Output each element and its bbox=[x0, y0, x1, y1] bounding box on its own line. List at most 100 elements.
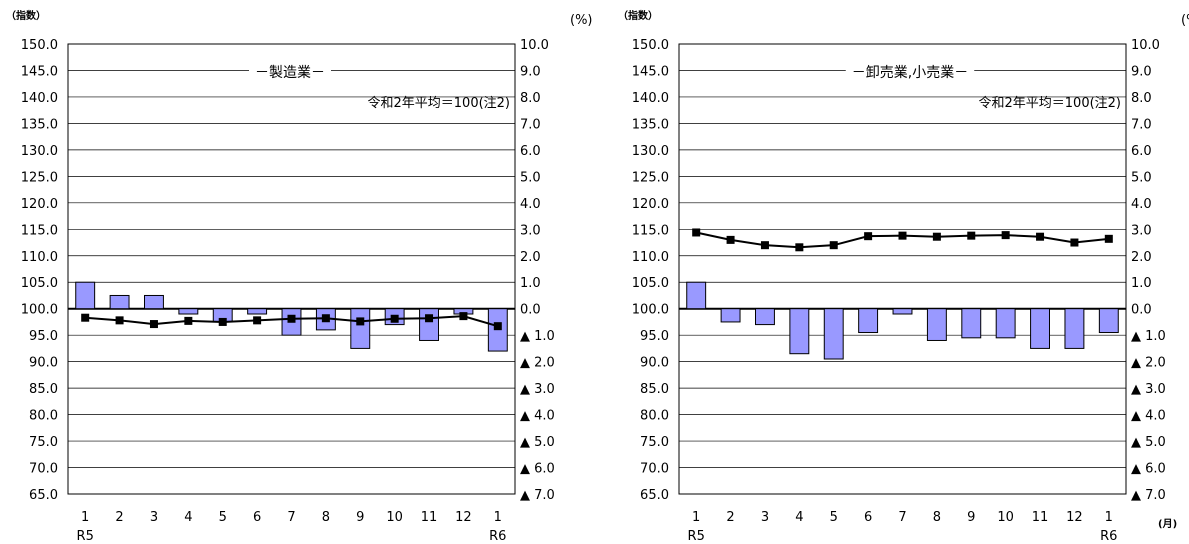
left-tick-label: 115.0 bbox=[632, 223, 669, 238]
line-point bbox=[425, 314, 434, 323]
right-tick-label: 1.0 bbox=[1131, 276, 1152, 291]
x-tick-label: 3 bbox=[150, 510, 158, 525]
line-point bbox=[1070, 238, 1079, 247]
year-label: R6 bbox=[489, 529, 506, 544]
left-tick-label: 130.0 bbox=[632, 144, 669, 159]
right-tick-label: 5.0 bbox=[1131, 170, 1152, 185]
bar bbox=[755, 308, 775, 326]
left-tick-label: 125.0 bbox=[632, 170, 669, 185]
left-tick-label: 95.0 bbox=[640, 329, 669, 344]
right-tick-label: 0.0 bbox=[520, 303, 541, 318]
line-point bbox=[253, 316, 262, 325]
x-tick-label: 12 bbox=[455, 510, 472, 525]
right-tick-label: ▲ 3.0 bbox=[520, 382, 555, 397]
x-tick-label: 6 bbox=[864, 510, 872, 525]
left-tick-label: 145.0 bbox=[21, 64, 58, 79]
year-label: R5 bbox=[77, 529, 94, 544]
left-tick-label: 125.0 bbox=[21, 170, 58, 185]
line-point bbox=[459, 312, 468, 321]
bar bbox=[995, 308, 1016, 339]
right-tick-label: ▲ 5.0 bbox=[520, 435, 555, 450]
line-point bbox=[726, 235, 735, 244]
x-tick-label: 1 bbox=[81, 510, 89, 525]
right-tick-label: 6.0 bbox=[1131, 144, 1152, 159]
line-point bbox=[390, 314, 399, 323]
left-tick-label: 70.0 bbox=[640, 462, 669, 477]
right-tick-label: ▲ 1.0 bbox=[1131, 329, 1166, 344]
right-tick-label: 9.0 bbox=[1131, 64, 1152, 79]
right-tick-label: 2.0 bbox=[520, 250, 541, 265]
right-tick-label: ▲ 3.0 bbox=[1131, 382, 1166, 397]
left-tick-label: 120.0 bbox=[21, 197, 58, 212]
x-tick-label: 10 bbox=[386, 510, 403, 525]
line-point bbox=[795, 243, 804, 252]
x-tick-label: 8 bbox=[322, 510, 330, 525]
line-point bbox=[149, 320, 158, 329]
chart-panel-2: －卸売業,小売業－令和2年平均＝100(注2)150.0145.0140.013… bbox=[618, 9, 1189, 544]
bar bbox=[926, 308, 947, 341]
chart-title: －卸売業,小売業－ bbox=[852, 65, 968, 81]
left-tick-label: 75.0 bbox=[640, 435, 669, 450]
bar bbox=[350, 308, 371, 349]
bar bbox=[247, 308, 268, 315]
bar bbox=[1098, 308, 1119, 334]
x-tick-label: 8 bbox=[933, 510, 941, 525]
line-point bbox=[829, 241, 838, 250]
bar bbox=[823, 308, 844, 360]
year-label: R5 bbox=[688, 529, 705, 544]
right-axis-label: (%) bbox=[1181, 13, 1189, 28]
left-tick-label: 80.0 bbox=[640, 409, 669, 424]
x-tick-label: 7 bbox=[287, 510, 295, 525]
left-tick-label: 90.0 bbox=[29, 356, 58, 371]
right-tick-label: 2.0 bbox=[1131, 250, 1152, 265]
bar bbox=[961, 308, 982, 339]
left-tick-label: 105.0 bbox=[21, 276, 58, 291]
left-tick-label: 65.0 bbox=[29, 488, 58, 503]
x-tick-label: 1 bbox=[692, 510, 700, 525]
left-tick-label: 150.0 bbox=[632, 38, 669, 53]
left-tick-label: 130.0 bbox=[21, 144, 58, 159]
left-tick-label: 100.0 bbox=[632, 303, 669, 318]
line-point bbox=[898, 231, 907, 240]
x-tick-label: 6 bbox=[253, 510, 261, 525]
right-tick-label: ▲ 7.0 bbox=[520, 488, 555, 503]
bar bbox=[720, 308, 741, 323]
left-tick-label: 85.0 bbox=[29, 382, 58, 397]
right-tick-label: 7.0 bbox=[1131, 117, 1152, 132]
x-tick-label: 9 bbox=[967, 510, 975, 525]
chart-panel-1: －製造業－令和2年平均＝100(注2)150.0145.0140.0135.01… bbox=[6, 9, 593, 544]
right-tick-label: 7.0 bbox=[520, 117, 541, 132]
right-tick-label: ▲ 4.0 bbox=[1131, 409, 1166, 424]
line-point bbox=[218, 317, 227, 326]
x-tick-label: 7 bbox=[898, 510, 906, 525]
left-tick-label: 90.0 bbox=[640, 356, 669, 371]
chart-note: 令和2年平均＝100(注2) bbox=[368, 96, 511, 111]
left-tick-label: 150.0 bbox=[21, 38, 58, 53]
line-point bbox=[321, 314, 330, 323]
left-tick-label: 145.0 bbox=[632, 64, 669, 79]
right-tick-label: 3.0 bbox=[520, 223, 541, 238]
line-point bbox=[184, 316, 193, 325]
left-tick-label: 140.0 bbox=[632, 91, 669, 106]
left-tick-label: 110.0 bbox=[632, 250, 669, 265]
x-tick-label: 5 bbox=[219, 510, 227, 525]
line-point bbox=[1001, 231, 1010, 240]
right-tick-label: ▲ 6.0 bbox=[520, 462, 555, 477]
x-tick-label: 3 bbox=[761, 510, 769, 525]
x-tick-label: 4 bbox=[795, 510, 803, 525]
right-tick-label: 8.0 bbox=[1131, 91, 1152, 106]
chart-note: 令和2年平均＝100(注2) bbox=[979, 96, 1122, 111]
right-tick-label: ▲ 5.0 bbox=[1131, 435, 1166, 450]
right-tick-label: 10.0 bbox=[520, 38, 549, 53]
chart-title-bg bbox=[845, 64, 975, 82]
line-point bbox=[864, 232, 873, 241]
right-tick-label: ▲ 2.0 bbox=[520, 356, 555, 371]
left-tick-label: 140.0 bbox=[21, 91, 58, 106]
left-tick-label: 95.0 bbox=[29, 329, 58, 344]
right-tick-label: 3.0 bbox=[1131, 223, 1152, 238]
x-tick-label: 5 bbox=[830, 510, 838, 525]
left-tick-label: 105.0 bbox=[632, 276, 669, 291]
x-tick-label: 2 bbox=[726, 510, 734, 525]
bar bbox=[419, 308, 439, 341]
right-tick-label: ▲ 6.0 bbox=[1131, 462, 1166, 477]
